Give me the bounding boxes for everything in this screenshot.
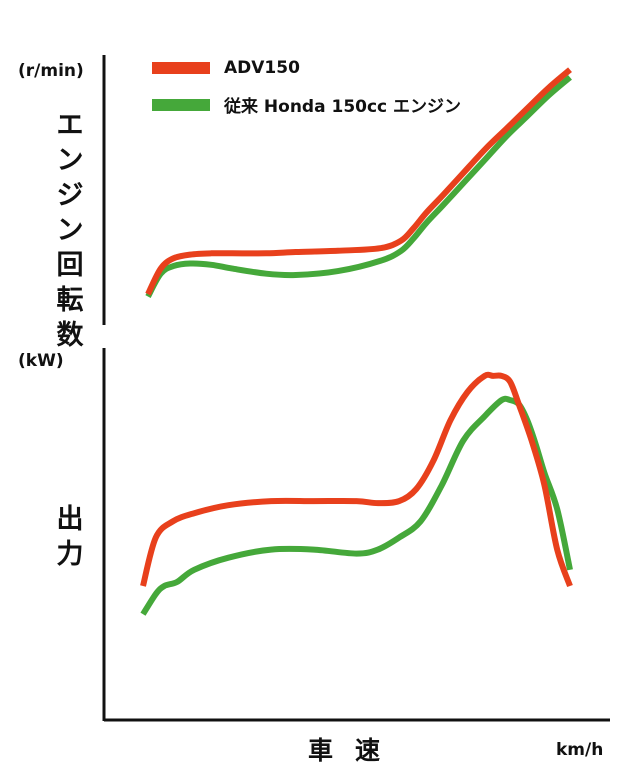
legend-label-adv150: ADV150 bbox=[224, 58, 300, 78]
legend-item-conventional: 従来 Honda 150cc エンジン bbox=[152, 92, 461, 117]
rpm-axis-label: エ ン ジ ン 回 転 数 bbox=[56, 110, 84, 351]
legend-item-adv150: ADV150 bbox=[152, 58, 300, 78]
power-series-conventional bbox=[140, 395, 573, 616]
speed-unit-label: km/h bbox=[556, 740, 604, 760]
power-axis-label: 出 力 bbox=[56, 504, 84, 570]
rpm-unit-label: (r/min) bbox=[18, 61, 84, 81]
rpm-series-adv150 bbox=[145, 67, 572, 296]
series-layer bbox=[140, 67, 573, 616]
legend-swatch-conventional bbox=[152, 98, 210, 111]
axes-group bbox=[102, 55, 610, 722]
rpm-series-conventional bbox=[145, 75, 572, 299]
speed-axis-label: 車速 bbox=[308, 736, 403, 765]
legend-label-conventional: 従来 Honda 150cc エンジン bbox=[224, 97, 462, 117]
legend-swatch-adv150 bbox=[152, 62, 210, 74]
power-unit-label: (kW) bbox=[18, 351, 64, 371]
power-series-adv150 bbox=[140, 371, 573, 588]
